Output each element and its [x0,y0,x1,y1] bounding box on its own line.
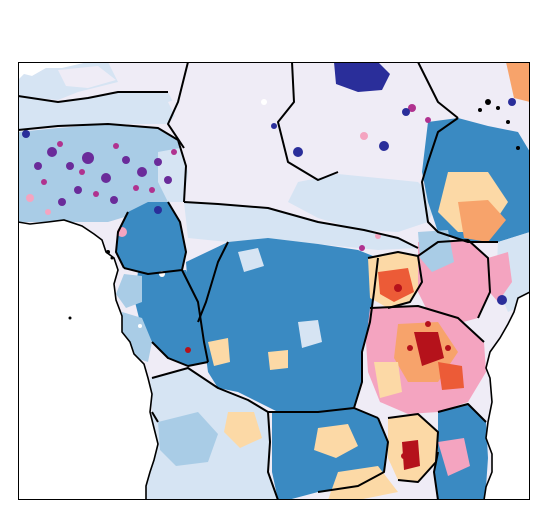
region-drc-pale-2 [238,248,264,272]
region-nigeria [18,124,186,222]
region-mozambique-pink [438,438,470,476]
region-angola-peach [224,412,262,448]
region-cameroon [116,202,186,274]
region-drc-pale-1 [298,320,322,348]
region-malawi-red [402,440,420,470]
islands [68,99,520,320]
region-top-right-pink [506,62,530,102]
choropleth-map [18,62,530,500]
region-somalia-pink [486,252,512,302]
region-zambia-peach [314,424,358,458]
region-west-pale [58,66,116,88]
region-angola-blue [158,412,218,466]
region-drc-peach-2 [268,350,288,370]
coastline-east [483,291,530,500]
region-kenya-blue [418,230,454,272]
region-tanzania-red [414,332,444,366]
district-speckles [22,98,516,459]
region-car [184,202,418,250]
region-ethiopia-orange [458,200,506,242]
land-layer [18,62,530,500]
region-tanzania-peach [374,362,402,398]
region-tanzania-red-2 [438,362,464,390]
region-drc-peach-1 [208,338,230,366]
region-chad-pale [168,92,258,154]
region-congo-pale [116,274,142,308]
region-drc [186,238,378,412]
region-west-mid [18,92,178,130]
region-sudan-blue [288,174,438,232]
coastline [18,219,159,500]
region-cameroon-north [158,148,188,202]
country-borders [18,62,498,500]
map-canvas [18,62,530,500]
region-navy-top [334,62,390,92]
